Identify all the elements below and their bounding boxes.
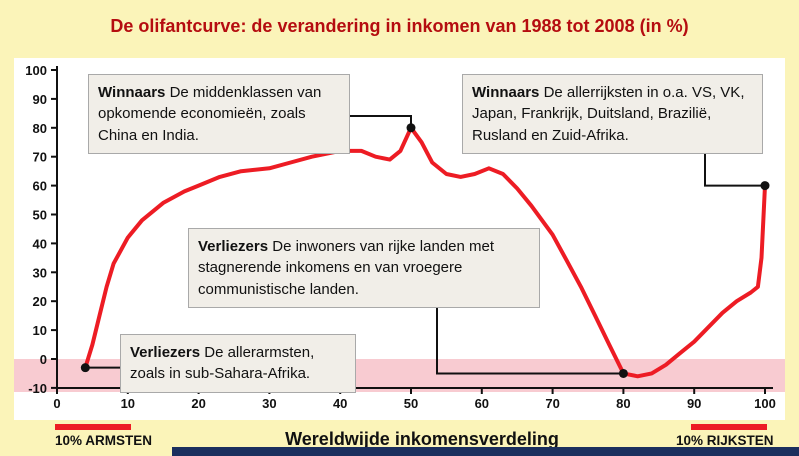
elephant-chart: 100 90 80 70 60 50 40 30 20 10 0 -10 0 10 20 30 40 50 60 70… [14,58,785,420]
annotation-text: De middenklassen van opkomende economieë… [98,84,322,144]
annotation-winners-richest: Winnaars De allerrijksten in o.a. VS, VK… [462,74,763,154]
svg-text:20: 20 [33,294,47,309]
svg-text:30: 30 [33,265,47,280]
svg-text:10: 10 [33,323,47,338]
poorest-decile-marker [55,424,131,430]
svg-text:-10: -10 [28,381,47,396]
svg-text:50: 50 [33,208,47,223]
annotation-lead: Winnaars [98,84,166,101]
svg-text:90: 90 [687,396,701,411]
richest-decile-label: 10% RIJKSTEN [676,433,774,448]
svg-text:70: 70 [33,150,47,165]
annotation-text: De allerarmsten, zoals in sub-Sahara-Afr… [130,344,315,383]
svg-text:40: 40 [333,396,347,411]
bottom-divider-bar [172,447,799,456]
annotation-text: De inwoners van rijke landen met stagner… [198,238,495,298]
annotation-text: De allerrijksten in o.a. VS, VK, Japan, … [472,84,745,144]
svg-text:50: 50 [404,396,418,411]
poorest-decile-label: 10% ARMSTEN [55,433,153,448]
svg-text:30: 30 [262,396,276,411]
svg-text:10: 10 [121,396,135,411]
svg-text:70: 70 [545,396,559,411]
svg-text:60: 60 [33,179,47,194]
annotation-losers-poorest: Verliezers De allerarmsten, zoals in sub… [120,334,356,393]
svg-text:90: 90 [33,92,47,107]
svg-text:80: 80 [33,121,47,136]
svg-text:0: 0 [40,352,47,367]
svg-text:0: 0 [53,396,60,411]
svg-text:100: 100 [25,63,47,78]
svg-text:100: 100 [754,396,776,411]
svg-text:60: 60 [475,396,489,411]
x-axis-title: Wereldwijde inkomensverdeling [285,429,559,449]
annotation-lead: Verliezers [130,344,201,361]
svg-text:40: 40 [33,236,47,251]
svg-text:80: 80 [616,396,630,411]
richest-decile-marker [691,424,767,430]
annotation-winners-middle-class: Winnaars De middenklassen van opkomende … [88,74,350,154]
page-title: De olifantcurve: de verandering in inkom… [110,16,689,36]
annotation-losers-rich-countries: Verliezers De inwoners van rijke landen … [188,228,540,308]
svg-text:20: 20 [191,396,205,411]
annotation-lead: Verliezers [198,238,269,255]
annotation-lead: Winnaars [472,84,540,101]
